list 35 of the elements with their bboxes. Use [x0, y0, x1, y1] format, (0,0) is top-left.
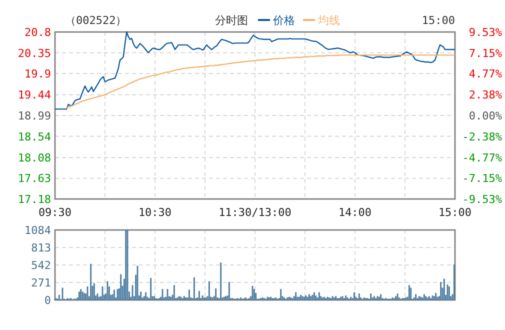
y-tick-label: 20.35 — [18, 46, 51, 60]
y-tick-label: 18.99 — [18, 110, 51, 122]
x-tick-label: 14:00 — [338, 206, 372, 219]
y2-tick-label: -7.15% — [462, 172, 502, 186]
line-series — [66, 54, 456, 109]
y2-tick-label: -2.38% — [462, 130, 502, 144]
y-tick-label: 542 — [31, 259, 51, 272]
y-tick-label: 19.44 — [18, 88, 52, 102]
line-series — [54, 31, 456, 110]
y2-tick-label: 2.38% — [468, 88, 502, 102]
y2-tick-label: 0.00% — [468, 110, 502, 122]
x-tick-label: 10:30 — [138, 206, 172, 219]
y2-tick-label: 9.53% — [468, 26, 502, 39]
x-tick-label: 15:00 — [438, 206, 472, 219]
y2-tick-label: -9.53% — [462, 193, 502, 206]
x-tick-label: 09:30 — [38, 206, 72, 219]
y-tick-label: 271 — [31, 276, 51, 290]
y-tick-label: 17.63 — [18, 172, 51, 186]
y-tick-label: 20.8 — [24, 26, 51, 39]
y2-tick-label: -4.77% — [462, 151, 502, 164]
y-tick-label: 1084 — [24, 224, 52, 237]
y-tick-label: 19.9 — [24, 68, 51, 81]
y-tick-label: 17.18 — [18, 193, 51, 206]
y2-tick-label: 7.15% — [468, 46, 502, 60]
legend-label: 均线 — [317, 14, 340, 27]
chart-title: 分时图 — [215, 14, 248, 27]
y-tick-label: 813 — [31, 242, 51, 254]
y2-tick-label: 4.77% — [468, 68, 502, 81]
y-tick-label: 0 — [44, 294, 51, 307]
chart-subtitle: （002522） — [65, 14, 127, 27]
x-tick-label: 11:30/13:00 — [218, 206, 292, 219]
legend-label: 价格 — [272, 14, 295, 27]
y-tick-label: 18.08 — [18, 151, 51, 164]
y-tick-label: 18.54 — [18, 130, 52, 144]
text: 15:00 — [422, 14, 455, 27]
